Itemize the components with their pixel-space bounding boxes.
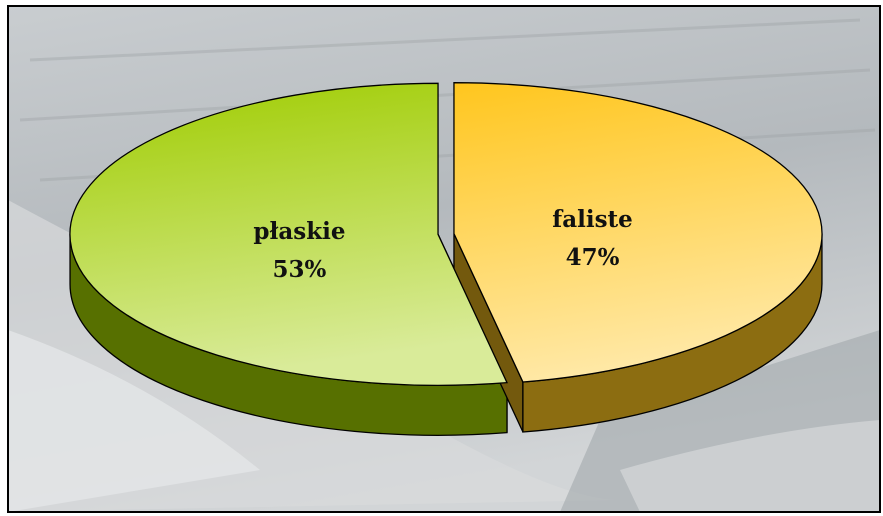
- data-labels: płaskie 53% faliste 47%: [253, 206, 632, 283]
- slice-name: faliste: [552, 206, 632, 233]
- slice-percent: 53%: [273, 256, 327, 283]
- pie-slice: [69, 82, 508, 386]
- pie-slice: [453, 82, 823, 383]
- slice-percent: 47%: [566, 244, 620, 271]
- pie-tops: [69, 82, 823, 386]
- slice-name: płaskie: [253, 218, 345, 245]
